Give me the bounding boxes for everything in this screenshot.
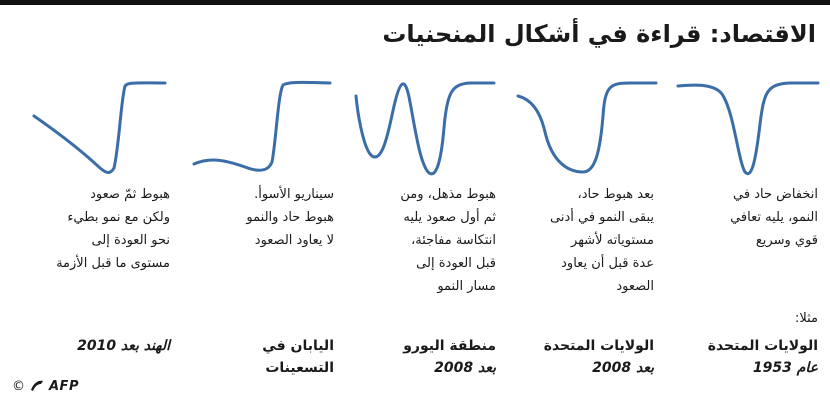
description-line: مستوى ما قبل الأزمة — [56, 256, 170, 271]
description-line: مستوياته لأشهر — [571, 233, 654, 248]
panel-swoosh-example: الهند بعد 2010 — [20, 335, 170, 357]
copyright-symbol: © — [12, 378, 25, 394]
credit: © AFP — [12, 376, 79, 396]
description-line: يبقى النمو في أدنى — [550, 210, 654, 225]
panel-v-description: انخفاض حاد في النمو، يليه تعافي قوي وسري… — [668, 183, 818, 252]
description-line: هبوط مذهل، ومن — [400, 187, 496, 202]
description-line: هبوط ثمّ صعود — [90, 187, 170, 202]
example-line-1: اليابان في — [262, 338, 334, 354]
panel-swoosh-description: هبوط ثمّ صعود ولكن مع نمو بطيء نحو العود… — [20, 183, 170, 275]
description-line: هبوط حاد والنمو — [246, 210, 334, 225]
panel-u-example: الولايات المتحدة بعد 2008 — [504, 335, 654, 379]
swoosh-shape-curve — [32, 81, 167, 174]
description-line: قوي وسريع — [755, 233, 818, 248]
page-title: الاقتصاد: قراءة في أشكال المنحنيات — [382, 20, 816, 48]
description-line: انخفاض حاد في — [733, 187, 818, 202]
description-line: لا يعاود الصعود — [254, 233, 334, 248]
example-line-1: الولايات المتحدة — [543, 338, 654, 354]
description-line: بعد هبوط حاد، — [577, 187, 654, 202]
panel-u-description: بعد هبوط حاد، يبقى النمو في أدنى مستويات… — [504, 183, 654, 298]
w-shape-curve — [354, 81, 496, 176]
example-label: مثلا: — [794, 311, 818, 326]
top-rule — [0, 0, 830, 5]
description-line: الصعود — [616, 279, 654, 294]
example-line-1: منطقة اليورو — [403, 338, 496, 354]
u-shape-curve — [516, 81, 658, 174]
example-line-2: التسعينات — [265, 360, 334, 376]
panel-w-example: منطقة اليورو بعد 2008 — [346, 335, 496, 379]
afp-logo-icon — [31, 380, 43, 391]
description-line: قبل العودة إلى — [416, 256, 496, 271]
panel-w-description: هبوط مذهل، ومن ثم أول صعود يليه انتكاسة … — [346, 183, 496, 298]
curve-shapes — [32, 80, 820, 176]
example-line-2: بعد 2008 — [592, 360, 654, 376]
example-line-1: الولايات المتحدة — [707, 338, 818, 354]
description-line: انتكاسة مفاجئة، — [411, 233, 496, 248]
example-line-2: عام 1953 — [752, 360, 818, 376]
description-line: مسار النمو — [437, 279, 496, 294]
description-line: ولكن مع نمو بطيء — [67, 210, 170, 225]
description-line: سيناريو الأسوأ. — [254, 187, 334, 202]
description-line: نحو العودة إلى — [91, 233, 170, 248]
panel-l-description: سيناريو الأسوأ. هبوط حاد والنمو لا يعاود… — [184, 183, 334, 252]
description-line: النمو، يليه تعافي — [730, 210, 818, 225]
description-line: ثم أول صعود يليه — [403, 210, 496, 225]
agency-name: AFP — [49, 378, 79, 394]
panel-v-example: الولايات المتحدة عام 1953 — [668, 335, 818, 379]
description-line: عدة قبل أن يعاود — [561, 256, 654, 271]
example-line-2: بعد 2008 — [434, 360, 496, 376]
example-line-1: الهند بعد 2010 — [77, 338, 170, 354]
panel-l-example: اليابان في التسعينات — [184, 335, 334, 379]
l-shape-curve — [192, 80, 332, 172]
v-shape-curve — [676, 81, 820, 176]
